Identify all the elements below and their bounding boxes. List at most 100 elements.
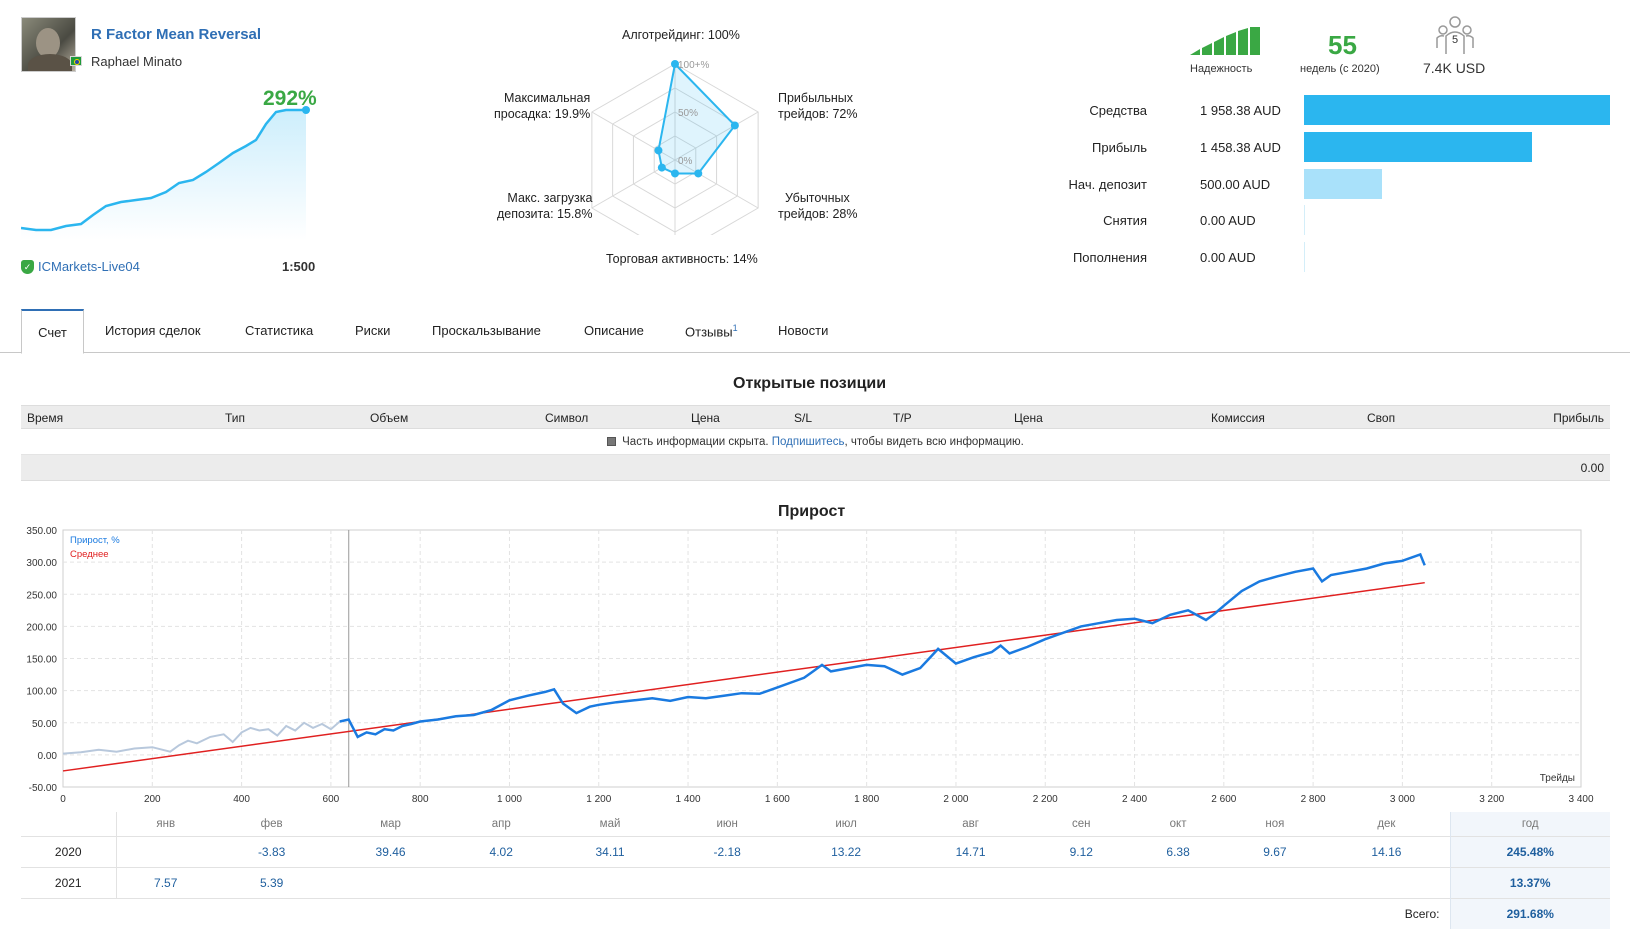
x-tick-label: 600	[323, 794, 340, 805]
month-value	[1226, 866, 1324, 898]
y-tick-label: -50.00	[29, 783, 58, 794]
col-symbol[interactable]: Символ	[545, 411, 589, 425]
x-tick-label: 2 200	[1033, 794, 1058, 805]
tab-risks[interactable]: Риски	[355, 323, 391, 338]
tab-reviews[interactable]: Отзывы1	[685, 323, 738, 340]
x-tick-label: 800	[412, 794, 429, 805]
legend-growth: Прирост, %	[70, 535, 120, 546]
col-commission[interactable]: Комиссия	[1211, 411, 1265, 425]
weeks-label: недель (с 2020)	[1300, 63, 1380, 75]
month-header: окт	[1169, 817, 1187, 830]
weeks-value: 55	[1328, 30, 1357, 60]
x-tick-label: 1 200	[586, 794, 611, 805]
month-value: 34.11	[549, 835, 671, 867]
radar-point	[694, 169, 703, 178]
balance-value: 500.00 AUD	[1200, 177, 1271, 192]
verified-shield-icon: ✓	[21, 259, 34, 274]
radar-point	[657, 163, 666, 172]
month-value: 7.57	[116, 866, 215, 898]
month-value	[783, 866, 909, 898]
month-value	[1129, 866, 1227, 898]
y-tick-label: 300.00	[26, 558, 57, 569]
balance-value: 0.00 AUD	[1200, 250, 1256, 265]
growth-title: Прирост	[778, 503, 846, 520]
x-tick-label: 200	[144, 794, 161, 805]
x-tick-label: 0	[60, 794, 66, 805]
month-header: апр	[491, 817, 511, 830]
col-tp[interactable]: T/P	[893, 411, 912, 425]
balance-label: Пополнения	[1072, 250, 1147, 265]
y-tick-label: 100.00	[26, 687, 57, 698]
x-tick-label: 2 000	[943, 794, 968, 805]
radar-scale-top: 100+%	[678, 60, 710, 71]
radar-point	[671, 60, 679, 68]
broker-name[interactable]: ICMarkets-Live04	[38, 259, 140, 274]
positions-total: 0.00	[21, 455, 1610, 481]
growth-chart: 350.00 300.00 250.00 200.00 150.00 100.00 50.0…	[26, 526, 1594, 805]
x-tick-label: 3 000	[1390, 794, 1415, 805]
x-axis-label: Трейды	[1540, 773, 1575, 784]
month-header: май	[599, 817, 621, 830]
broker-server[interactable]: ✓ ICMarkets-Live04	[21, 259, 140, 274]
col-type[interactable]: Тип	[225, 411, 246, 425]
positions-table: Время Тип Объем Символ Цена S/L T/P Цена…	[21, 405, 1610, 481]
y-tick-label: 250.00	[26, 590, 57, 601]
month-header: янв	[156, 817, 176, 830]
col-sl[interactable]: S/L	[794, 411, 813, 425]
y-tick-label: 50.00	[32, 719, 57, 730]
month-value	[1323, 866, 1450, 898]
col-volume[interactable]: Объем	[370, 411, 409, 425]
grand-total-label: Всего:	[21, 897, 1450, 929]
x-tick-label: 400	[233, 794, 250, 805]
month-header: дек	[1377, 817, 1396, 830]
month-header: сен	[1071, 817, 1091, 830]
author-avatar[interactable]	[21, 17, 76, 72]
series-average-line	[62, 581, 1425, 772]
tab-statistics[interactable]: Статистика	[245, 323, 314, 338]
tab-slippage[interactable]: Проскальзывание	[432, 323, 541, 338]
radar-point	[654, 146, 663, 155]
month-header: июл	[835, 817, 857, 830]
balance-bar	[1304, 169, 1382, 199]
radar-label-profit: Прибыльных трейдов: 72%	[778, 91, 858, 121]
radar-label-drawdown: Максимальная просадка: 19.9%	[494, 91, 591, 121]
mini-growth-chart	[21, 106, 310, 240]
col-profit[interactable]: Прибыль	[1553, 411, 1604, 425]
month-header: авг	[962, 817, 979, 830]
reliability-label: Надежность	[1190, 63, 1253, 75]
col-time[interactable]: Время	[27, 411, 64, 425]
col-price-2[interactable]: Цена	[1014, 411, 1043, 425]
balance-bar	[1304, 95, 1610, 125]
author-name[interactable]: Raphael Minato	[91, 54, 183, 69]
month-value	[116, 835, 215, 867]
tab-bar: Счет История сделок Статистика Риски Про…	[0, 309, 1630, 354]
balance-bar	[1304, 205, 1305, 235]
lock-icon	[607, 437, 617, 446]
tab-news[interactable]: Новости	[778, 323, 829, 338]
balance-bar	[1304, 132, 1532, 162]
tab-description[interactable]: Описание	[584, 323, 644, 338]
tab-account[interactable]: Счет	[21, 309, 84, 354]
y-tick-label: 350.00	[26, 526, 57, 537]
tab-trade-history[interactable]: История сделок	[105, 323, 201, 338]
positions-title: Открытые позиции	[733, 375, 887, 392]
balance-label: Снятия	[1103, 213, 1147, 228]
positions-header: Время Тип Объем Символ Цена S/L T/P Цена…	[21, 405, 1610, 429]
signal-title[interactable]: R Factor Mean Reversal	[91, 26, 262, 43]
col-price[interactable]: Цена	[691, 411, 720, 425]
x-tick-label: 1 600	[765, 794, 790, 805]
col-swap[interactable]: Своп	[1367, 411, 1396, 425]
reliability-bars-icon	[1190, 27, 1260, 55]
balance-label: Средства	[1089, 103, 1147, 118]
subscribe-link[interactable]: Подпишитесь	[771, 436, 845, 448]
radar-label-load: Макс. загрузка депозита: 15.8%	[497, 191, 593, 221]
balance-value: 1 958.38 AUD	[1200, 103, 1281, 118]
y-tick-label: 200.00	[26, 622, 57, 633]
x-tick-label: 1 000	[497, 794, 522, 805]
radar-point	[671, 169, 679, 178]
month-value: 4.02	[452, 835, 550, 867]
subscribers-icon: 5	[1436, 16, 1474, 54]
grand-total-value: 291.68%	[1449, 897, 1610, 929]
month-value: 14.16	[1323, 835, 1450, 867]
subscribers-value: 7.4K USD	[1423, 60, 1486, 76]
